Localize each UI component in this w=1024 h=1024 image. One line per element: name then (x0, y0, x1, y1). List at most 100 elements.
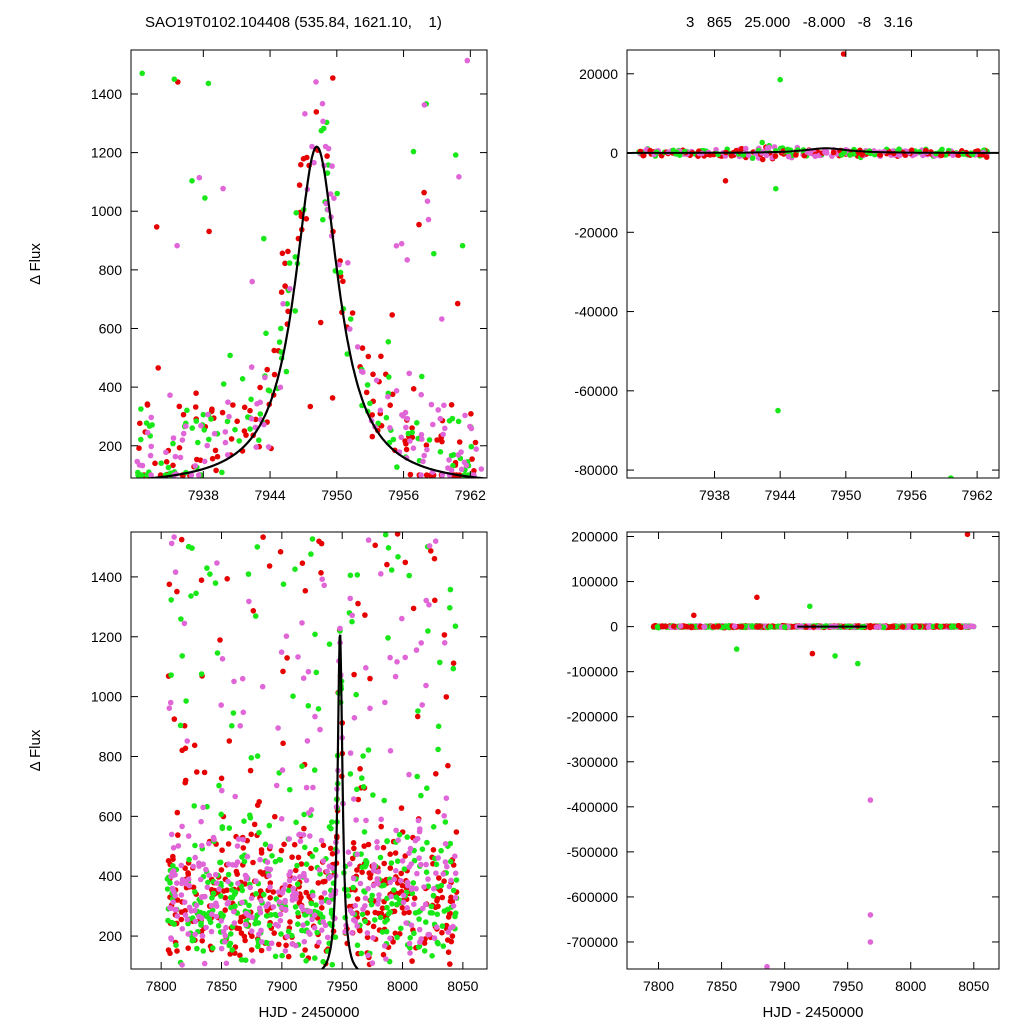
data-point-green (278, 325, 284, 332)
data-point-pink (295, 654, 301, 660)
data-point-green (362, 863, 368, 870)
data-point-pink (393, 388, 400, 394)
data-point-red (295, 854, 302, 861)
data-point-red (435, 808, 441, 815)
data-point-red (302, 947, 308, 953)
data-point-pink (388, 893, 394, 900)
data-point-red (293, 867, 299, 874)
data-point-red (380, 951, 387, 958)
data-point-green (937, 623, 944, 630)
data-point-pink (404, 415, 411, 422)
data-point-pink (393, 867, 399, 874)
data-point-green (354, 786, 360, 793)
data-point-red (367, 675, 373, 682)
data-point-pink (305, 929, 312, 936)
data-point-red (298, 161, 304, 168)
data-point-pink (239, 899, 245, 906)
data-point-pink (203, 866, 209, 873)
data-point-pink (297, 838, 304, 844)
data-point-green (377, 914, 384, 921)
data-point-pink (425, 931, 431, 938)
data-point-pink (375, 901, 381, 907)
data-point-green (332, 934, 339, 940)
data-point-green (299, 952, 306, 959)
data-points (650, 532, 977, 969)
data-point-pink (421, 102, 428, 108)
data-point-pink (743, 145, 749, 152)
data-point-red (671, 623, 677, 629)
data-point-red (278, 289, 285, 296)
data-point-green (192, 842, 198, 849)
data-point-pink (320, 919, 327, 925)
data-point-pink (450, 903, 457, 909)
data-point-pink (311, 925, 318, 931)
data-point-green (359, 775, 365, 781)
data-point-red (318, 570, 324, 576)
data-point-red (166, 581, 173, 588)
data-point-pink (270, 904, 277, 910)
data-point-pink (218, 702, 224, 708)
data-point-pink (374, 876, 381, 882)
data-point-pink (234, 859, 241, 865)
data-point-green (388, 860, 395, 866)
data-point-green (381, 797, 388, 804)
data-point-red (174, 588, 180, 595)
data-point-pink (277, 911, 284, 918)
y-tick-label: -100000 (567, 664, 619, 680)
data-point-pink (395, 837, 402, 843)
data-point-pink (179, 437, 186, 443)
x-tick-label: 7944 (254, 487, 285, 503)
y-tick-label: 100000 (571, 574, 618, 590)
data-point-pink (407, 845, 414, 852)
data-point-pink (412, 837, 419, 844)
data-point-red (209, 455, 216, 462)
data-point-pink (213, 913, 220, 920)
data-point-red (267, 895, 274, 901)
data-point-red (410, 386, 417, 392)
data-point-green (184, 407, 190, 414)
data-point-pink (421, 884, 427, 890)
data-point-pink (439, 472, 446, 478)
data-point-red (809, 650, 816, 657)
data-point-green (194, 945, 200, 952)
data-point-pink (305, 908, 311, 914)
data-point-red (271, 930, 278, 936)
data-point-pink (177, 454, 184, 461)
data-point-green (257, 411, 264, 417)
x-tick-label: 7850 (706, 978, 737, 994)
y-tick-label: 20000 (579, 66, 618, 82)
data-point-red (182, 865, 188, 871)
data-point-green (246, 902, 252, 909)
data-point-red (448, 894, 454, 901)
data-point-pink (167, 392, 173, 399)
data-point-green (435, 723, 442, 730)
data-point-pink (225, 399, 231, 406)
data-point-pink (279, 767, 286, 773)
data-point-green (385, 545, 392, 551)
data-point-pink (363, 665, 369, 671)
data-point-red (379, 905, 386, 911)
data-point-green (425, 628, 431, 634)
data-point-green (220, 381, 227, 387)
data-point-green (263, 330, 269, 337)
data-point-green (214, 650, 221, 656)
data-point-pink (277, 917, 284, 924)
data-point-pink (383, 956, 389, 962)
data-point-green (209, 895, 215, 901)
data-point-green (262, 841, 269, 848)
data-point-pink (178, 862, 185, 869)
panel-bottom-left: 7800 7850 7900 7950 8000 8050 200 400 600 800 1000… (27, 531, 488, 1021)
data-point-green (393, 901, 400, 908)
data-point-pink (231, 920, 238, 926)
data-point-red (938, 152, 945, 159)
data-point-green (423, 869, 430, 875)
y-tick-label: 1400 (91, 86, 122, 102)
data-point-green (390, 436, 397, 443)
data-point-pink (456, 174, 462, 180)
data-point-green (407, 935, 414, 941)
data-point-pink (246, 598, 252, 605)
data-point-pink (185, 833, 192, 839)
data-point-red (372, 909, 379, 916)
data-point-green (329, 961, 336, 968)
data-point-pink (182, 912, 189, 918)
